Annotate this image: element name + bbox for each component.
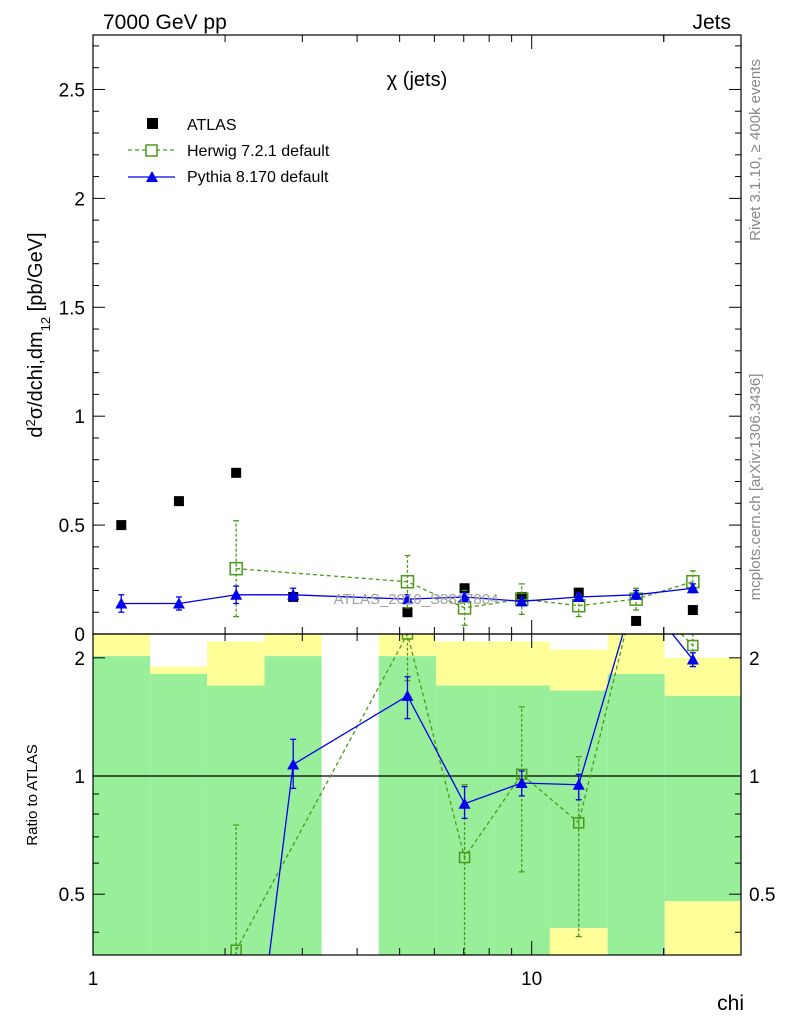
main-point-atlas: [173, 496, 184, 507]
band-outer-upper: [150, 666, 208, 674]
band-inner: [150, 673, 208, 955]
legend-herwig-marker: [145, 144, 158, 157]
axes: 0 0.5 1 1.5 2 2.5 0.5 0.5 1 1 2 2 1 10: [59, 34, 775, 990]
main-point-atlas: [116, 520, 127, 531]
ratio-ytick-label-right: 2: [749, 649, 760, 670]
ratio-point-pythia: [686, 653, 699, 665]
ratio-ytick-label: 0.5: [59, 885, 85, 906]
main-ytick-label: 2.5: [59, 80, 85, 101]
band-inner: [664, 695, 741, 902]
band-outer-upper: [664, 657, 741, 696]
ratio-ytick-label-right: 1: [749, 767, 760, 788]
band-outer-upper: [549, 649, 608, 691]
band-inner: [607, 673, 665, 955]
band-inner: [435, 685, 494, 955]
main-title: χ (jets): [387, 69, 448, 91]
band-inner: [93, 656, 151, 955]
ratio-point-pythia: [401, 689, 414, 701]
main-point-pythia: [401, 593, 414, 605]
legend-pythia-marker: [146, 171, 158, 182]
main-ytick-label: 0: [74, 625, 85, 646]
ratio-point-pythia: [515, 776, 528, 788]
main-point-pythia: [686, 582, 699, 594]
legend-herwig-label: Herwig 7.2.1 default: [187, 143, 330, 160]
main-point-pythia: [230, 588, 243, 600]
ratio-line-pythia: [268, 634, 694, 955]
main-ylabel: d2σ/dchi,dm12 [pb/GeV]: [23, 232, 53, 437]
x-axis-label: chi: [717, 992, 744, 1015]
ratio-point-herwig: [687, 639, 699, 652]
main-point-atlas: [687, 605, 698, 616]
main-point-pythia: [630, 588, 643, 600]
header-right: Jets: [692, 11, 731, 34]
legend-atlas-label: ATLAS: [187, 117, 237, 134]
ratio-point-herwig: [458, 851, 471, 864]
ratio-point-herwig: [572, 817, 585, 829]
main-ytick-label: 1: [74, 407, 85, 428]
band-outer-upper: [435, 641, 494, 686]
ratio-ytick-label: 1: [74, 767, 85, 788]
ratio-ytick-label-right: 0.5: [749, 885, 775, 906]
main-ytick-label: 2: [74, 189, 85, 210]
x-tick-label: 1: [88, 969, 99, 990]
main-line-pythia: [121, 587, 693, 605]
ratio-point-pythia: [458, 797, 471, 809]
main-point-pythia: [572, 590, 585, 602]
main-point-pythia: [287, 588, 300, 600]
main-series: [115, 467, 700, 626]
legend-pythia-label: Pythia 8.170 default: [187, 169, 329, 186]
band-outer-upper: [493, 641, 550, 686]
ratio-point-herwig: [230, 944, 242, 955]
main-point-pythia: [458, 590, 471, 602]
ratio-point-pythia: [572, 778, 585, 790]
x-tick-label: 10: [521, 969, 542, 990]
band-outer-upper: [93, 634, 151, 657]
main-point-herwig: [229, 561, 243, 576]
main-point-atlas: [402, 607, 413, 618]
side-text-top: Rivet 3.1.10, ≥ 400k events: [747, 59, 764, 241]
main-ytick-label: 0.5: [59, 516, 85, 537]
side-text-bottom: mcplots.cern.ch [arXiv:1306.3436]: [747, 374, 764, 601]
band-inner: [207, 685, 265, 955]
band-inner: [264, 656, 322, 955]
main-point-pythia: [515, 595, 528, 607]
header-left: 7000 GeV pp: [103, 11, 227, 34]
main-point-pythia: [172, 597, 185, 609]
band-outer-lower: [549, 928, 608, 955]
ratio-ylabel: Ratio to ATLAS: [24, 744, 41, 845]
ratio-point-pythia: [287, 758, 300, 770]
legend: ATLAS Herwig 7.2.1 default Pythia 8.170 …: [128, 117, 330, 186]
ratio-frame: [92, 633, 742, 956]
main-point-atlas: [459, 583, 470, 594]
ratio-series: [230, 634, 699, 955]
ratio-ytick-label: 2: [74, 649, 85, 670]
main-point-atlas: [231, 467, 242, 478]
band-outer-upper: [264, 634, 322, 657]
ratio-point-herwig: [401, 634, 414, 640]
main-point-pythia: [115, 597, 128, 609]
main-point-atlas: [631, 615, 642, 626]
band-outer-upper: [207, 641, 265, 686]
band-outer-lower: [664, 901, 741, 955]
watermark: ATLAS_2010_S8817804: [334, 591, 499, 608]
main-point-herwig: [400, 574, 415, 589]
legend-atlas-marker: [147, 118, 158, 129]
ratio-bands: [93, 634, 741, 955]
main-ytick-label: 1.5: [59, 298, 85, 319]
